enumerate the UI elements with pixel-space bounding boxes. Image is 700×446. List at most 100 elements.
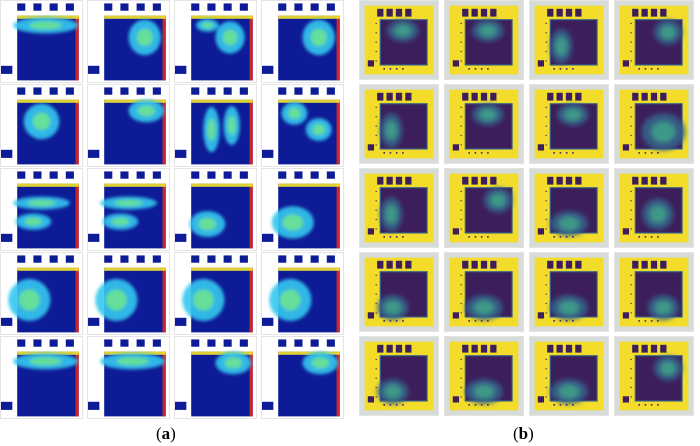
legend-square <box>641 344 648 353</box>
axis-tick <box>657 404 659 406</box>
axis-tick <box>630 116 632 118</box>
hotspot-core <box>312 123 326 136</box>
axis-tick <box>630 22 632 25</box>
legend-square <box>223 171 232 179</box>
legend-square <box>405 260 412 269</box>
legend-square <box>294 255 303 263</box>
axis-tick <box>545 116 547 118</box>
axis-tick <box>565 320 568 322</box>
legend-square <box>104 171 113 179</box>
legend-square <box>575 8 582 17</box>
axis-tick <box>395 68 398 70</box>
legend-square <box>33 339 42 347</box>
legend-square <box>405 176 412 185</box>
legend-square <box>547 176 554 185</box>
axis-tick <box>375 106 377 109</box>
hotspot-core <box>310 28 327 47</box>
axis-tick <box>468 320 470 322</box>
legend-square <box>239 171 248 179</box>
side-marker <box>367 60 375 67</box>
axis-tick <box>474 68 477 70</box>
axis-tick <box>545 32 547 34</box>
heatmap-b-r5-c1 <box>359 336 439 416</box>
axis-tick <box>553 320 555 322</box>
heatmap-b-r1-c3 <box>529 0 609 80</box>
legend-square <box>490 260 497 269</box>
axis-tick <box>644 236 647 238</box>
axis-tick <box>389 320 392 322</box>
legend-square <box>377 260 384 269</box>
heatmap-a-image <box>175 87 253 165</box>
side-marker <box>537 144 545 151</box>
hotspot-core <box>555 36 568 56</box>
heatmap-b-r1-c2 <box>444 0 524 80</box>
axis-tick <box>630 106 632 109</box>
side-marker <box>622 228 630 235</box>
axis-tick <box>375 293 377 295</box>
axis-tick <box>375 284 377 286</box>
heatmap-a-r1-c3 <box>174 0 257 83</box>
axis-tick <box>545 284 547 286</box>
axis-tick <box>644 68 647 70</box>
axis-tick <box>460 274 462 277</box>
axis-tick <box>402 320 404 322</box>
heatmap-b-r5-c3 <box>529 336 609 416</box>
axis-tick <box>375 396 377 398</box>
legend-square <box>120 255 129 263</box>
axis-tick <box>375 228 377 230</box>
axis-tick <box>630 125 632 127</box>
heatmap-a-r4-c1 <box>0 252 83 335</box>
axis-tick <box>383 320 385 322</box>
legend-square <box>33 87 42 95</box>
axis-tick <box>389 236 392 238</box>
axis-tick <box>480 68 483 70</box>
hotspot-core <box>29 357 62 366</box>
side-marker <box>1 149 13 158</box>
legend-square <box>632 92 639 101</box>
heatmap-b-image <box>449 5 519 75</box>
side-marker <box>88 317 100 326</box>
legend-square <box>565 344 573 353</box>
hotspot-core <box>479 24 497 37</box>
legend-square <box>120 3 129 11</box>
hotspot-core <box>29 21 62 30</box>
hotspot-core <box>384 300 402 315</box>
axis-tick <box>630 302 632 305</box>
heatmap-b-image <box>534 89 604 159</box>
axis-tick <box>375 209 377 211</box>
heatmap-a-r2-c1 <box>0 84 83 167</box>
axis-tick <box>638 152 640 154</box>
heatmap-a-r3-c2 <box>87 168 170 251</box>
hotspot-core <box>660 25 676 40</box>
legend-square <box>49 255 58 263</box>
field-frame <box>379 187 428 234</box>
legend-square <box>120 87 129 95</box>
heatmap-b-r3-c2 <box>444 168 524 248</box>
axis-tick <box>460 22 462 25</box>
axis-tick <box>657 236 659 238</box>
legend-square <box>49 339 58 347</box>
axis-tick <box>480 152 483 154</box>
edge-warm <box>104 183 166 187</box>
heatmap-a-r2-c3 <box>174 84 257 167</box>
axis-tick <box>474 404 477 406</box>
axis-tick <box>650 68 653 70</box>
field-frame <box>464 187 513 234</box>
edge-hot <box>336 351 340 417</box>
edge-hot <box>336 267 340 333</box>
legend-square <box>556 176 563 185</box>
axis-tick <box>630 293 632 295</box>
legend-square <box>405 344 412 353</box>
axis-tick <box>657 152 659 154</box>
edge-warm <box>104 99 166 103</box>
heatmap-a-r5-c2 <box>87 336 170 419</box>
axis-tick <box>460 106 462 109</box>
panel-b-viridis-heatmaps <box>359 0 700 420</box>
axis-tick <box>572 152 574 154</box>
legend-square <box>207 255 216 263</box>
axis-tick <box>630 284 632 286</box>
edge-warm <box>278 351 340 355</box>
heatmap-a-r3-c4 <box>261 168 344 251</box>
axis-tick <box>375 368 377 370</box>
heatmap-a-image <box>262 339 340 417</box>
